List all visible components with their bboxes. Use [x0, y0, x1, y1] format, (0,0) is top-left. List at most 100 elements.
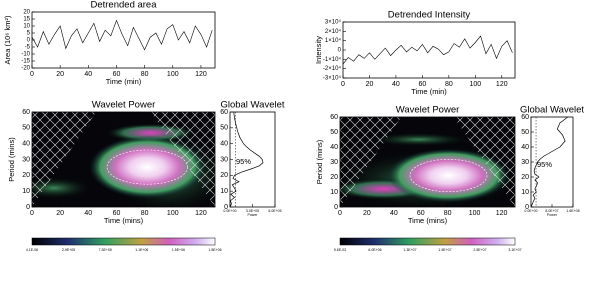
power-region [387, 148, 510, 203]
colorbar-label: 5.6E-03 [334, 248, 346, 252]
colorbar-label: 1.9E+07 [438, 248, 451, 252]
chart-title: Wavelet Power [396, 105, 460, 116]
y-tick-label: 10 [220, 188, 228, 195]
y-tick-label: -15 [21, 59, 30, 65]
y-tick-label: 20 [23, 10, 30, 16]
y-tick-label: 50 [220, 125, 228, 132]
y-tick-label: 0 [525, 204, 529, 211]
y-tick-label: -3×10⁴ [323, 75, 342, 82]
x-tick-label: 3.0E+05 [246, 209, 259, 213]
significance-contour [106, 149, 188, 185]
data-line [342, 35, 513, 65]
data-line [31, 19, 213, 51]
x-tick-label: 100 [167, 210, 179, 217]
y-tick-label: 5 [27, 31, 31, 37]
chart-title: Global Wavelet [220, 100, 284, 111]
y-tick-label: -10 [21, 52, 30, 58]
x-axis-label: Time (min) [411, 87, 447, 96]
x-axis-label: Power [547, 213, 558, 217]
y-tick-label: -5 [25, 45, 31, 51]
x-tick-label: 6.0E+05 [268, 209, 281, 213]
colorbar-label: 2.5E+07 [473, 248, 486, 252]
x-tick-label: 100 [469, 210, 481, 217]
y-tick-label: 30 [330, 159, 338, 166]
x-tick-label: 20 [363, 210, 371, 217]
power-region [88, 135, 206, 199]
y-tick-label: 20 [521, 174, 529, 181]
cone-of-influence [32, 112, 97, 207]
annotation: 95% [537, 160, 552, 169]
x-tick-label: 0 [341, 81, 345, 88]
chart-title: Global Wavelet [520, 105, 584, 116]
x-tick-label: 20 [56, 71, 64, 78]
annotation: 95% [236, 157, 251, 166]
chart-title: Detrended area [90, 0, 157, 11]
y-tick-label: 0 [224, 204, 228, 211]
cone-of-influence [453, 117, 515, 207]
y-tick-label: 10 [330, 189, 338, 196]
colorbar-label: 7.3E+05 [99, 248, 112, 252]
y-tick-label: 50 [521, 129, 529, 136]
x-tick-label: 60 [418, 81, 426, 88]
x-tick-label: 40 [84, 210, 92, 217]
colorbar [339, 237, 516, 246]
y-tick-label: 20 [220, 172, 228, 179]
x-axis-label: Time (mins) [408, 216, 448, 225]
y-axis-label: Period (mins) [315, 139, 324, 184]
y-tick-label: 20 [22, 172, 30, 179]
x-tick-label: 60 [113, 71, 121, 78]
x-tick-label: 1.6E+08 [566, 209, 579, 213]
y-tick-label: 40 [330, 144, 338, 151]
y-axis-label: Period (mins) [7, 137, 16, 182]
x-tick-label: 80 [445, 81, 453, 88]
x-axis-label: Time (mins) [104, 216, 144, 225]
x-tick-label: 0 [30, 71, 34, 78]
plot-frame [342, 21, 516, 79]
x-tick-label: 100 [469, 81, 481, 88]
y-tick-label: 40 [220, 141, 228, 148]
x-tick-label: 0.0E+00 [223, 209, 236, 213]
y-tick-label: 2×10⁴ [325, 28, 342, 35]
colorbar-label: 6.0E+06 [368, 248, 381, 252]
global-power [229, 111, 264, 208]
y-tick-label: 0 [334, 204, 338, 211]
y-tick-label: 60 [330, 114, 338, 121]
colorbar-label: 2.9E+05 [62, 248, 75, 252]
y-tick-label: 20 [330, 174, 338, 181]
colorbar-label: 3.1E+07 [508, 248, 521, 252]
y-tick-label: 40 [521, 144, 529, 151]
x-tick-label: 120 [496, 210, 508, 217]
significance-contour [409, 159, 488, 193]
y-tick-label: -2×10⁴ [323, 65, 342, 72]
x-tick-label: 0 [338, 210, 342, 217]
cone-of-influence [150, 112, 215, 207]
y-tick-label: 1×10⁴ [325, 37, 342, 44]
y-tick-label: 0 [338, 48, 342, 54]
global-power [530, 116, 569, 208]
x-tick-label: 120 [195, 71, 207, 78]
x-tick-label: 40 [392, 81, 400, 88]
wavelet-image [32, 112, 215, 207]
y-tick-label: 40 [22, 141, 30, 148]
x-tick-label: 60 [417, 210, 425, 217]
y-tick-label: 60 [521, 114, 529, 121]
y-tick-label: -1×10⁴ [323, 56, 342, 63]
x-tick-label: 120 [195, 210, 207, 217]
y-tick-label: 60 [22, 109, 30, 116]
y-axis-label: Intensity [314, 36, 323, 64]
x-tick-label: 40 [390, 210, 398, 217]
y-tick-label: 30 [22, 156, 30, 163]
x-tick-label: 8.0E+07 [545, 209, 558, 213]
y-tick-label: 10 [22, 188, 30, 195]
chart-title: Wavelet Power [92, 100, 156, 111]
x-tick-label: 80 [141, 210, 149, 217]
colorbar-label: 1.1E+06 [135, 248, 148, 252]
wavelet-image [340, 117, 515, 207]
y-tick-label: 30 [521, 159, 529, 166]
colorbar-label: 4.1E-06 [26, 248, 38, 252]
y-tick-label: 15 [23, 17, 30, 23]
x-tick-label: 120 [496, 81, 508, 88]
y-tick-label: 10 [521, 189, 529, 196]
x-tick-label: 60 [113, 210, 121, 217]
